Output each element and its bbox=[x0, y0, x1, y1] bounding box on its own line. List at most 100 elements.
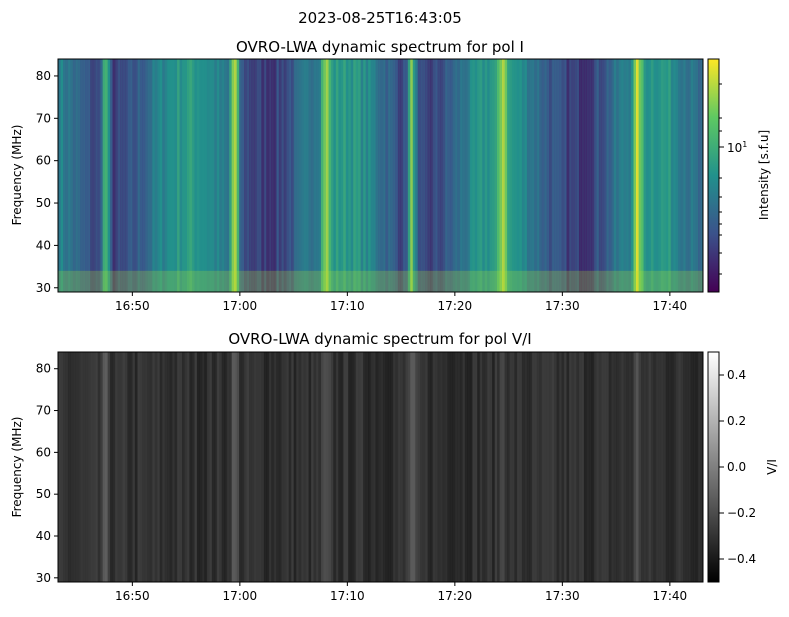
spectrum-column bbox=[72, 352, 76, 582]
spectrum-column bbox=[318, 352, 322, 582]
spectrum-column bbox=[363, 59, 367, 292]
spectrum-column bbox=[648, 59, 652, 292]
spectrum-column bbox=[127, 352, 131, 582]
spectrum-column bbox=[420, 59, 424, 292]
spectrum-column bbox=[655, 352, 659, 582]
spectrum-column bbox=[271, 59, 275, 292]
spectrum-column bbox=[497, 352, 501, 582]
spectrum-column bbox=[365, 59, 369, 292]
spectrum-column bbox=[387, 59, 392, 292]
spectrum-column bbox=[365, 352, 369, 582]
x-tick-label: 17:10 bbox=[330, 299, 365, 313]
spectrum-column bbox=[650, 352, 654, 582]
spectrum-column bbox=[75, 59, 79, 292]
spectrum-column bbox=[179, 59, 183, 292]
spectrum-column bbox=[459, 59, 463, 292]
spectrum-column bbox=[95, 59, 99, 292]
y-tick-label: 40 bbox=[36, 529, 51, 543]
panel-a-colorbar-label: Intensity [s.f.u] bbox=[757, 130, 771, 220]
spectrum-column bbox=[164, 352, 168, 582]
spectrum-column bbox=[157, 59, 161, 292]
spectrum-column bbox=[529, 352, 533, 582]
spectrum-column bbox=[643, 352, 647, 582]
spectrum-column bbox=[120, 352, 124, 582]
spectrum-column bbox=[586, 352, 590, 582]
spectrum-column bbox=[626, 59, 630, 292]
spectrum-column bbox=[249, 59, 253, 292]
spectrum-column bbox=[569, 352, 573, 582]
spectrum-column bbox=[159, 59, 163, 292]
spectrum-column bbox=[650, 59, 654, 292]
spectrum-column bbox=[62, 59, 67, 292]
spectrum-column bbox=[189, 59, 193, 292]
spectrum-column bbox=[452, 352, 456, 582]
spectrum-column bbox=[194, 59, 198, 292]
spectrum-column bbox=[462, 352, 466, 582]
spectrum-column bbox=[380, 59, 384, 292]
spectrum-column bbox=[425, 59, 429, 292]
spectrum-column bbox=[410, 59, 414, 292]
spectrum-column bbox=[516, 59, 521, 292]
spectrum-column bbox=[244, 59, 248, 292]
spectrum-column bbox=[437, 352, 441, 582]
spectrum-column bbox=[559, 59, 563, 292]
spectrum-column bbox=[100, 59, 104, 292]
spectrum-column bbox=[387, 352, 392, 582]
spectrum-column bbox=[256, 59, 260, 292]
spectrum-column bbox=[621, 59, 625, 292]
spectrum-column bbox=[276, 352, 280, 582]
spectrum-column bbox=[90, 59, 94, 292]
spectrum-column bbox=[115, 352, 119, 582]
spectrum-column bbox=[668, 59, 672, 292]
spectrum-column bbox=[616, 59, 620, 292]
spectrum-column bbox=[328, 59, 332, 292]
spectrum-column bbox=[239, 59, 243, 292]
spectrum-column bbox=[442, 59, 446, 292]
spectrum-column bbox=[685, 352, 689, 582]
spectrum-column bbox=[70, 59, 74, 292]
spectrum-column bbox=[139, 59, 143, 292]
spectrum-column bbox=[221, 59, 225, 292]
spectrum-column bbox=[360, 59, 364, 292]
spectrum-column bbox=[564, 59, 568, 292]
spectrum-column bbox=[536, 352, 540, 582]
spectrum-column bbox=[278, 352, 282, 582]
spectrum-column bbox=[169, 59, 173, 292]
spectrum-column bbox=[375, 352, 379, 582]
panel-a-ylabel: Frequency (MHz) bbox=[10, 125, 24, 226]
spectrum-column bbox=[167, 59, 171, 292]
spectrum-column bbox=[320, 59, 325, 292]
spectrum-column bbox=[482, 352, 486, 582]
spectrum-column bbox=[256, 352, 260, 582]
x-tick-label: 17:30 bbox=[545, 299, 580, 313]
spectrum-column bbox=[378, 59, 382, 292]
spectrum-column bbox=[407, 59, 411, 292]
spectrum-column bbox=[556, 59, 560, 292]
spectrum-column bbox=[690, 352, 694, 582]
spectrum-column bbox=[58, 352, 62, 582]
spectrum-column bbox=[417, 352, 421, 582]
spectrum-column bbox=[499, 59, 503, 292]
spectrum-column bbox=[509, 59, 513, 292]
spectrum-column bbox=[107, 352, 111, 582]
panel-b-colorbar bbox=[707, 351, 720, 583]
spectrum-column bbox=[591, 59, 595, 292]
spectrum-column bbox=[75, 352, 79, 582]
spectrum-column bbox=[551, 352, 555, 582]
spectrum-column bbox=[511, 59, 516, 292]
spectrum-column bbox=[593, 352, 597, 582]
spectrum-column bbox=[430, 59, 434, 292]
spectrum-column bbox=[534, 59, 538, 292]
spectrum-column bbox=[467, 59, 471, 292]
spectrum-column bbox=[616, 352, 620, 582]
spectrum-column bbox=[643, 59, 647, 292]
spectrum-column bbox=[157, 352, 161, 582]
x-tick-label: 17:20 bbox=[438, 589, 473, 603]
spectrum-column bbox=[221, 352, 225, 582]
spectrum-column bbox=[658, 59, 662, 292]
spectrum-column bbox=[390, 59, 394, 292]
spectrum-column bbox=[296, 352, 300, 582]
panel-b-ylabel: Frequency (MHz) bbox=[10, 417, 24, 518]
spectrum-column bbox=[665, 59, 669, 292]
spectrum-column bbox=[338, 352, 342, 582]
